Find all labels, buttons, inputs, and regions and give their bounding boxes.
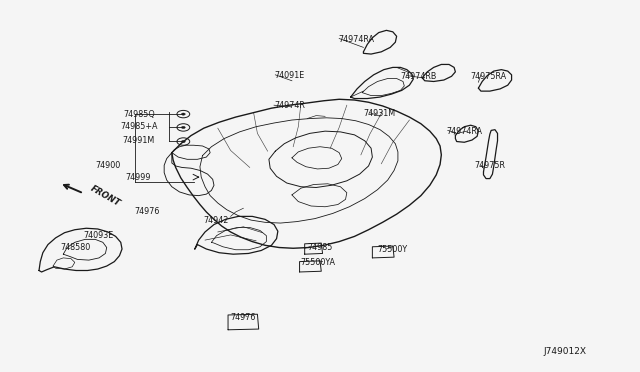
- Text: 74942: 74942: [204, 217, 229, 225]
- Text: 74985: 74985: [307, 243, 333, 252]
- Text: 74985Q: 74985Q: [124, 110, 155, 119]
- Text: 74974RA: 74974RA: [447, 126, 483, 136]
- Text: 74931M: 74931M: [364, 109, 396, 118]
- Text: 74900: 74900: [95, 161, 120, 170]
- Text: 74991M: 74991M: [122, 136, 154, 145]
- Text: 74974RB: 74974RB: [401, 72, 437, 81]
- Circle shape: [181, 140, 185, 142]
- Text: 74985+A: 74985+A: [121, 122, 158, 131]
- Circle shape: [181, 126, 185, 129]
- Circle shape: [181, 113, 185, 115]
- Text: FRONT: FRONT: [89, 184, 122, 209]
- Text: 74976: 74976: [135, 207, 160, 216]
- Text: 74093E: 74093E: [84, 231, 114, 240]
- Text: 74974R: 74974R: [274, 101, 305, 110]
- Text: 75500YA: 75500YA: [301, 258, 336, 267]
- Text: 75500Y: 75500Y: [378, 245, 408, 254]
- Text: 74974RA: 74974RA: [338, 35, 374, 44]
- Text: 748580: 748580: [61, 243, 91, 252]
- Text: J749012X: J749012X: [544, 347, 587, 356]
- Text: 74091E: 74091E: [274, 71, 304, 80]
- Text: 74975R: 74975R: [474, 161, 506, 170]
- Text: 74999: 74999: [126, 173, 152, 182]
- Text: 74976: 74976: [230, 313, 256, 322]
- Text: 74975RA: 74975RA: [470, 72, 507, 81]
